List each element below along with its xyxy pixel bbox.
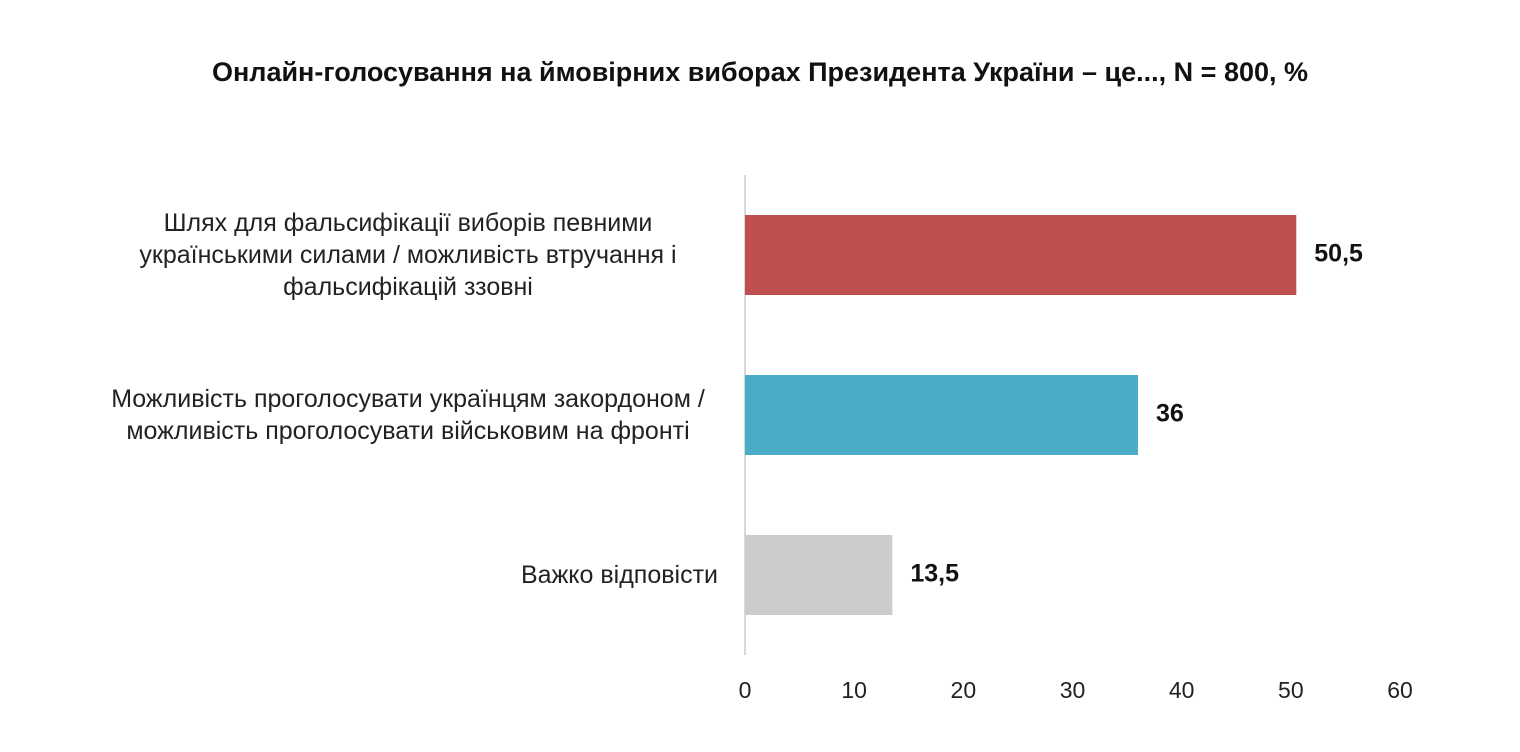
x-tick-label: 50 (1278, 677, 1304, 703)
x-tick-label: 30 (1060, 677, 1086, 703)
bar (745, 535, 893, 615)
x-tick-label: 40 (1169, 677, 1195, 703)
value-label: 13,5 (910, 560, 959, 588)
category-label: Можливість проголосувати українцям закор… (111, 385, 705, 445)
value-label: 36 (1156, 400, 1184, 428)
chart-title: Онлайн-голосування на ймовірних виборах … (211, 57, 1309, 87)
category-label: Шлях для фальсифікації виборів певними у… (139, 209, 677, 301)
bar (745, 375, 1138, 455)
x-tick-label: 0 (739, 677, 752, 703)
bar (745, 215, 1297, 295)
category-label: Важко відповісти (521, 561, 718, 589)
x-tick-label: 20 (951, 677, 977, 703)
x-tick-label: 10 (841, 677, 867, 703)
value-label: 50,5 (1314, 240, 1363, 268)
x-tick-label: 60 (1387, 677, 1413, 703)
